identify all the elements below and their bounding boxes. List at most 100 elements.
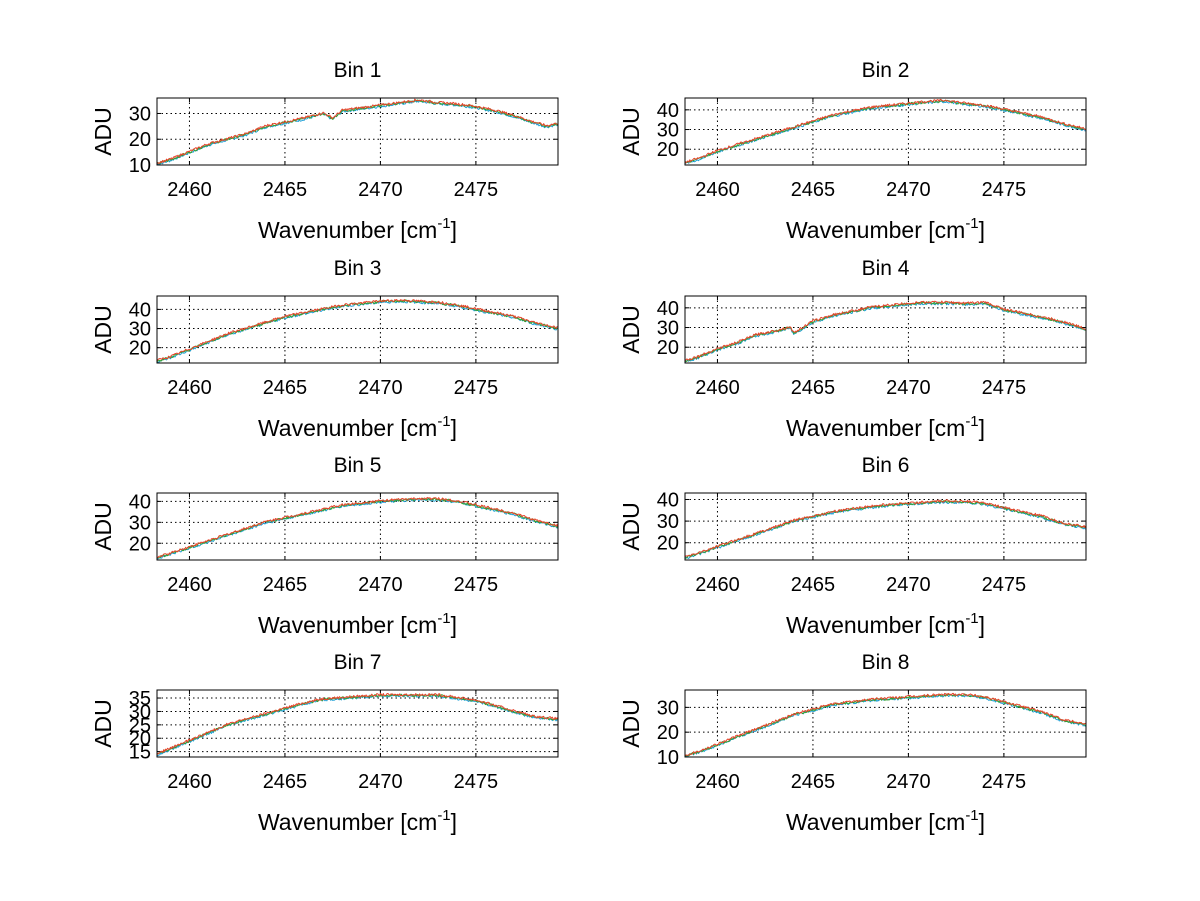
- y-tick-label: 40: [657, 489, 679, 511]
- x-tick-label: 2465: [263, 377, 308, 399]
- y-axis-label: ADU: [618, 699, 644, 748]
- x-tick-label: 2460: [695, 771, 740, 793]
- x-tick-label: 2460: [167, 179, 212, 201]
- x-axis-label-end: ]: [451, 217, 457, 243]
- subplot-title: Bin 2: [862, 59, 910, 82]
- series-line-s3: [685, 300, 1086, 362]
- axes-frame: [156, 97, 559, 166]
- subplot-bin-1: Bin 1 2460 2465 2470 2475 10 20 30 Wavenumber [c…: [90, 59, 559, 243]
- x-tick-label: 2470: [358, 179, 403, 201]
- series-line-s3: [685, 692, 1086, 757]
- y-tick-label: 30: [657, 318, 679, 340]
- subplot-title: Bin 5: [334, 454, 382, 477]
- x-tick-label: 2470: [886, 377, 931, 399]
- x-axis-label: Wavenumber [cm-1]: [786, 610, 985, 638]
- x-tick-label: 2475: [454, 377, 499, 399]
- subplot-title: Bin 6: [862, 454, 910, 477]
- y-axis-label: ADU: [618, 107, 644, 156]
- series-line-s2: [685, 301, 1086, 362]
- y-tick-label: 20: [657, 533, 679, 555]
- y-tick-label: 20: [657, 722, 679, 744]
- axes-frame: [156, 295, 559, 364]
- x-tick-label: 2460: [695, 179, 740, 201]
- axes-frame: [684, 689, 1087, 758]
- x-tick-label: 2470: [358, 377, 403, 399]
- x-tick-label: 2460: [167, 771, 212, 793]
- x-tick-label: 2475: [982, 574, 1027, 596]
- x-axis-label-text: Wavenumber [cm: [258, 612, 437, 638]
- x-tick-label: 2460: [167, 574, 212, 596]
- series-line-s3: [685, 499, 1086, 558]
- subplot-title: Bin 1: [334, 59, 382, 82]
- series-line-s2: [685, 693, 1086, 757]
- x-axis-label: Wavenumber [cm-1]: [786, 807, 985, 835]
- x-axis-label-text: Wavenumber [cm: [786, 415, 965, 441]
- y-tick-label: 15: [129, 742, 151, 764]
- y-tick-label: 10: [129, 155, 151, 177]
- axes-frame: [684, 492, 1087, 561]
- x-axis-label-superscript: -1: [965, 413, 978, 430]
- x-tick-label: 2470: [358, 574, 403, 596]
- x-tick-label: 2465: [791, 771, 836, 793]
- y-tick-label: 20: [129, 533, 151, 555]
- x-axis-label: Wavenumber [cm-1]: [258, 413, 457, 441]
- x-axis-label-end: ]: [979, 809, 985, 835]
- axes-frame: [684, 295, 1087, 364]
- x-axis-label: Wavenumber [cm-1]: [786, 215, 985, 243]
- x-axis-label: Wavenumber [cm-1]: [258, 215, 457, 243]
- x-axis-label-text: Wavenumber [cm: [786, 612, 965, 638]
- y-tick-label: 20: [129, 129, 151, 151]
- y-axis-label: ADU: [90, 699, 116, 748]
- y-tick-label: 20: [657, 337, 679, 359]
- x-axis-label-superscript: -1: [437, 413, 450, 430]
- subplot-title: Bin 7: [334, 651, 382, 674]
- y-tick-label: 40: [129, 299, 151, 321]
- axes-frame: [684, 97, 1087, 166]
- y-tick-label: 20: [129, 728, 151, 750]
- y-tick-label: 10: [657, 747, 679, 769]
- series-line-s2: [157, 693, 558, 755]
- x-tick-label: 2475: [982, 771, 1027, 793]
- y-tick-label: 20: [657, 139, 679, 161]
- axes-frame: [156, 492, 559, 561]
- x-tick-label: 2475: [454, 574, 499, 596]
- x-axis-label-superscript: -1: [437, 610, 450, 627]
- series-line-s2: [157, 299, 558, 363]
- x-axis-label-text: Wavenumber [cm: [258, 809, 437, 835]
- x-axis-label-end: ]: [451, 809, 457, 835]
- x-tick-label: 2465: [263, 771, 308, 793]
- axes-frame: [156, 689, 559, 758]
- y-axis-label: ADU: [90, 502, 116, 551]
- x-tick-label: 2460: [695, 574, 740, 596]
- y-tick-label: 30: [129, 319, 151, 341]
- series-line-s2: [685, 99, 1086, 164]
- x-tick-label: 2475: [454, 179, 499, 201]
- x-axis-label-superscript: -1: [965, 807, 978, 824]
- x-tick-label: 2470: [886, 771, 931, 793]
- x-axis-label-superscript: -1: [965, 215, 978, 232]
- series-line-s1: [685, 100, 1086, 165]
- y-tick-label: 30: [657, 511, 679, 533]
- x-tick-label: 2475: [454, 771, 499, 793]
- x-axis-label-end: ]: [451, 612, 457, 638]
- y-tick-label: 30: [129, 103, 151, 125]
- x-axis-label-superscript: -1: [437, 807, 450, 824]
- series-line-s3: [157, 693, 558, 755]
- x-tick-label: 2465: [791, 179, 836, 201]
- x-axis-label-superscript: -1: [437, 215, 450, 232]
- x-tick-label: 2465: [263, 179, 308, 201]
- y-tick-label: 35: [129, 688, 151, 710]
- x-tick-label: 2470: [886, 574, 931, 596]
- x-axis-label-end: ]: [979, 415, 985, 441]
- subplot-title: Bin 4: [862, 257, 910, 280]
- subplot-bin-8: Bin 8 2460 2465 2470 2475 10 20 30 Wavenumber [c…: [618, 651, 1087, 835]
- x-axis-label-text: Wavenumber [cm: [786, 217, 965, 243]
- series-line-s3: [157, 299, 558, 362]
- x-axis-label: Wavenumber [cm-1]: [258, 807, 457, 835]
